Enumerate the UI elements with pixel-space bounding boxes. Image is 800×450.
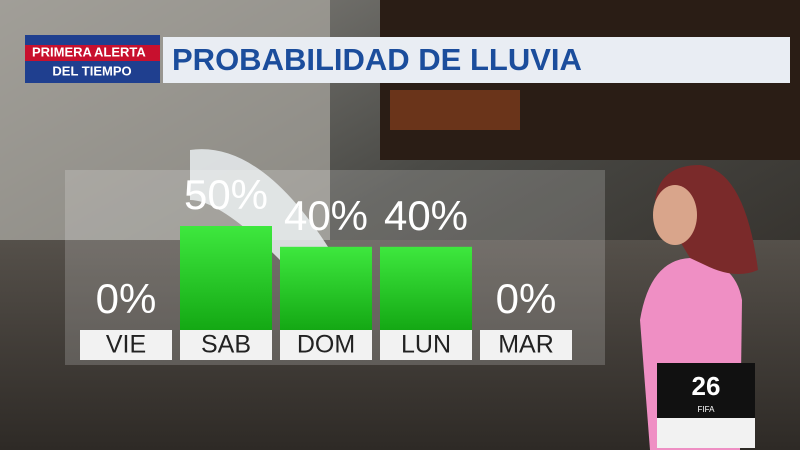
category-label: VIE (106, 331, 146, 359)
chart-title: PROBABILIDAD DE LLUVIA (172, 42, 582, 77)
value-label: 50% (184, 171, 268, 218)
badge-text: FIFA (698, 405, 716, 414)
value-label: 40% (284, 192, 368, 239)
badge-bottom (657, 418, 755, 448)
logo-line1: PRIMERA (32, 44, 93, 59)
category-box (480, 330, 572, 360)
bar (180, 226, 272, 330)
bar (280, 246, 372, 330)
category-label: MAR (498, 331, 554, 359)
water (190, 149, 330, 260)
category-box (280, 330, 372, 360)
category-label: DOM (297, 331, 355, 359)
category-label: LUN (401, 331, 451, 359)
chart: VIE 0% SAB 50% DOM 40% LUN 40% MAR 0% (80, 171, 572, 360)
logo-stripe (25, 45, 160, 61)
title-bar (163, 37, 790, 83)
category-box (180, 330, 272, 360)
bar (380, 246, 472, 330)
category-box (380, 330, 472, 360)
window-glow (390, 90, 520, 130)
value-label: 0% (96, 275, 157, 322)
value-label: 40% (384, 192, 468, 239)
category-label: SAB (201, 331, 251, 359)
logo-line2: ALERTA (94, 44, 146, 59)
category-box (80, 330, 172, 360)
value-label: 0% (496, 275, 557, 322)
logo-line3: DEL TIEMPO (52, 63, 131, 78)
badge-number: 26 (692, 371, 721, 401)
badge-box (657, 363, 755, 418)
presenter-face (653, 185, 697, 245)
